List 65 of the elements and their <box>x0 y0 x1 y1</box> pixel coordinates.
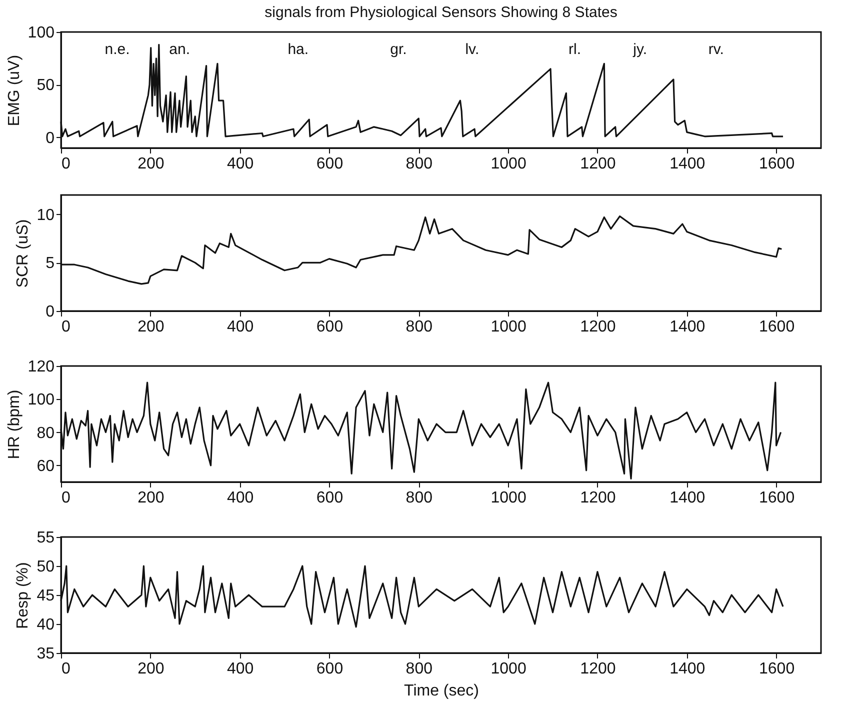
x-tick-label: 200 <box>138 318 164 336</box>
annotation: jy. <box>632 41 648 58</box>
x-tick-label: 1200 <box>580 490 616 506</box>
x-tick-label: 1600 <box>758 490 795 506</box>
x-tick-label: 0 <box>62 490 70 506</box>
x-tick-label: 800 <box>406 318 433 336</box>
x-tick-label: 1400 <box>670 660 706 678</box>
x-tick-label: 400 <box>226 660 254 678</box>
x-tick-label: 1000 <box>490 318 526 336</box>
y-tick-label: 100 <box>28 392 55 409</box>
y-tick-label: 45 <box>36 588 55 604</box>
x-tick-label: 1400 <box>670 318 706 336</box>
y-axis-title: EMG (uV) <box>6 54 23 126</box>
x-tick-label: 200 <box>138 660 164 678</box>
y-tick-label: 120 <box>28 358 55 376</box>
y-axis-title: SCR (uS) <box>14 219 32 288</box>
annotation: n.e. <box>104 41 130 58</box>
x-tick-label: 400 <box>226 490 254 506</box>
x-tick-label: 600 <box>316 660 344 678</box>
chart-title: signals from Physiological Sensors Showing 8 States <box>264 4 618 21</box>
x-tick-label: 1600 <box>758 660 795 678</box>
y-tick-label: 35 <box>36 646 55 662</box>
x-tick-label: 800 <box>406 490 433 506</box>
y-tick-label: 40 <box>36 616 55 634</box>
x-tick-label: 1400 <box>670 156 706 172</box>
x-tick-label: 200 <box>138 156 164 172</box>
x-tick-label: 800 <box>406 156 433 172</box>
x-tick-label: 1200 <box>580 156 616 172</box>
y-tick-label: 55 <box>36 530 55 546</box>
x-tick-label: 1600 <box>758 318 795 336</box>
x-tick-label: 400 <box>226 318 254 336</box>
annotation: rl. <box>568 41 582 58</box>
y-tick-label: 0 <box>46 304 55 320</box>
y-tick-label: 0 <box>46 130 55 147</box>
x-tick-label: 600 <box>316 318 344 336</box>
x-tick-label: 1000 <box>490 660 526 678</box>
annotation: lv. <box>465 41 480 58</box>
annotation: rv. <box>708 41 724 58</box>
x-tick-label: 600 <box>316 156 344 172</box>
x-tick-label: 400 <box>226 156 254 172</box>
y-tick-label: 5 <box>46 255 55 272</box>
y-tick-label: 50 <box>36 77 55 94</box>
y-axis-title: HR (bpm) <box>6 390 23 460</box>
y-tick-label: 100 <box>28 24 55 42</box>
x-tick-label: 1400 <box>670 490 706 506</box>
x-tick-label: 1200 <box>580 318 616 336</box>
y-axis-title: Resp (%) <box>14 562 32 629</box>
y-tick-label: 10 <box>36 206 55 224</box>
y-tick-label: 80 <box>36 424 55 442</box>
x-tick-label: 0 <box>62 156 70 172</box>
y-tick-label: 60 <box>36 458 55 475</box>
x-tick-label: 1000 <box>490 490 526 506</box>
annotation: gr. <box>390 41 407 58</box>
x-tick-label: 0 <box>62 660 70 678</box>
x-tick-label: 0 <box>62 318 70 336</box>
y-tick-label: 50 <box>36 558 55 576</box>
x-axis-title: Time (sec) <box>404 682 479 700</box>
x-tick-label: 1600 <box>758 156 795 172</box>
x-tick-label: 1200 <box>580 660 616 678</box>
x-tick-label: 1000 <box>490 156 526 172</box>
annotation: ha. <box>288 41 309 58</box>
annotation: an. <box>169 41 190 58</box>
x-tick-label: 200 <box>138 490 164 506</box>
x-tick-label: 600 <box>316 490 344 506</box>
x-tick-label: 800 <box>406 660 433 678</box>
